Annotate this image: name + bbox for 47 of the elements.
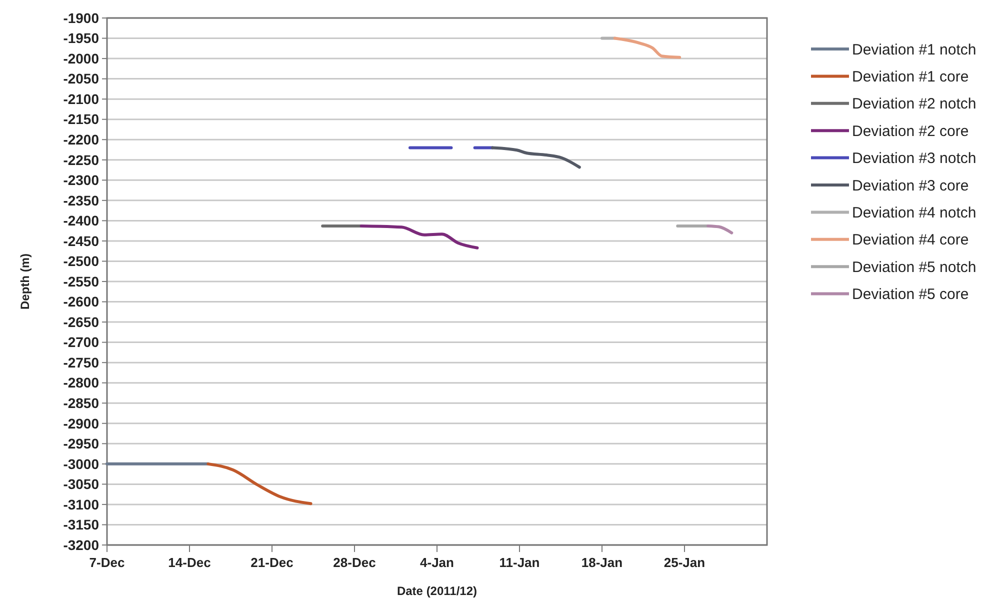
y-tick-label: -2700 (63, 334, 100, 350)
legend-label: Deviation #2 core (852, 122, 969, 140)
legend-label: Deviation #5 core (852, 286, 969, 304)
y-tick-label: -2950 (63, 436, 100, 452)
y-tick-label: -3050 (63, 476, 100, 492)
y-tick-label: -2100 (63, 90, 100, 107)
y-tick-label: -2200 (63, 132, 100, 148)
y-tick-label: -2750 (63, 354, 100, 370)
y-tick-label: -2800 (63, 374, 100, 391)
y-tick-label: -1950 (63, 30, 100, 46)
x-tick-label: 18-Jan (581, 555, 623, 570)
y-tick-label: -2000 (63, 50, 100, 66)
legend-label: Deviation #3 notch (852, 150, 976, 168)
y-tick-label: -2300 (63, 172, 100, 188)
y-tick-label: -2150 (63, 111, 100, 128)
y-tick-label: -2350 (63, 192, 100, 208)
x-tick-label: 14-Dec (168, 555, 211, 570)
x-tick-label: 28-Dec (333, 555, 376, 570)
y-tick-label: -2500 (63, 253, 100, 270)
y-axis-title: Depth (m) (18, 254, 32, 310)
y-tick-label: -2050 (63, 70, 100, 87)
y-tick-label: -2600 (63, 294, 100, 310)
x-tick-label: 4-Jan (420, 555, 454, 570)
legend-label: Deviation #5 notch (852, 258, 976, 276)
legend-label: Deviation #1 notch (852, 41, 976, 58)
y-tick-label: -3000 (63, 456, 100, 472)
y-tick-label: -3100 (63, 496, 100, 512)
x-tick-label: 7-Dec (89, 555, 125, 570)
y-tick-label: -2650 (63, 314, 100, 330)
y-tick-label: -3150 (63, 516, 100, 533)
y-tick-label: -2400 (63, 212, 100, 229)
y-tick-label: -2250 (63, 152, 100, 168)
legend-label: Deviation #1 core (852, 68, 969, 86)
y-tick-label: -2850 (63, 395, 100, 412)
y-tick-label: -1900 (63, 10, 100, 26)
legend-label: Deviation #4 notch (852, 204, 976, 222)
x-tick-label: 11-Jan (499, 555, 540, 570)
y-tick-label: -2900 (63, 415, 100, 432)
legend-label: Deviation #3 core (852, 177, 969, 194)
legend-label: Deviation #2 notch (852, 96, 976, 113)
x-tick-label: 25-Jan (664, 555, 706, 570)
x-axis-title: Date (2011/12) (396, 584, 478, 598)
x-tick-label: 21-Dec (250, 555, 294, 570)
y-tick-label: -3200 (63, 536, 100, 553)
y-tick-label: -2550 (63, 273, 100, 290)
legend-label: Deviation #4 core (852, 232, 969, 249)
y-tick-label: -2450 (63, 232, 100, 249)
